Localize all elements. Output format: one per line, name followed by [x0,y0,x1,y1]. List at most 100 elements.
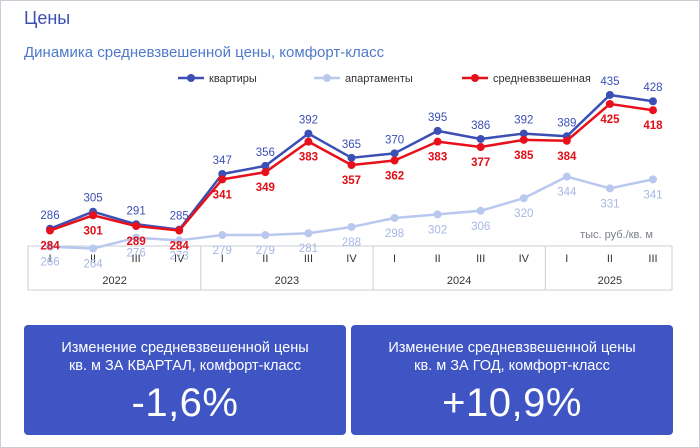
data-label: 273 [170,250,189,262]
page-title: Цены [24,8,71,28]
data-label: 331 [600,198,619,210]
data-point [433,137,442,146]
data-point [304,229,313,238]
x-tick-label: I [565,253,568,265]
data-point [132,233,141,242]
series-квартиры: 286 305 291 285 347 356 392 365 370 395 386 392 389 4… [40,76,663,234]
data-point [390,149,399,158]
data-point [218,231,227,240]
data-label: 349 [256,182,275,194]
data-point [519,194,528,203]
x-tick-label: IV [174,253,185,265]
year-change-label: Изменение средневзвешенной цены кв. м ЗА… [388,340,636,374]
data-label: 395 [428,112,447,124]
data-point [605,99,614,108]
data-point [347,161,356,169]
data-label: 383 [299,152,318,164]
data-point [304,137,313,146]
data-label: 286 [40,210,59,222]
data-label: 435 [600,76,619,88]
year-change-value: +10,9% [442,381,582,425]
data-label: 285 [170,211,189,223]
quarter-change-value: -1,6% [131,381,239,425]
data-point [175,236,184,245]
series-layer: 266 264 276 273 279 279 281 288 298 302 306 320 344 3… [40,76,663,271]
year-change-card: Изменение средневзвешенной цены кв. м ЗА… [351,325,673,435]
data-label: 341 [643,189,662,201]
data-label: 362 [385,171,404,183]
data-label: 428 [643,82,662,94]
data-point [476,206,485,215]
legend-label: квартиры [209,73,257,85]
data-point [89,244,98,253]
data-point [347,222,356,231]
data-label: 320 [514,208,533,220]
data-label: 344 [557,187,577,199]
x-tick-label: II [435,253,441,265]
data-label: 279 [256,245,275,257]
data-label: 356 [256,147,275,159]
data-label: 298 [385,228,404,240]
quarter-change-label: Изменение средневзвешенной цены кв. м ЗА… [61,340,309,374]
data-label: 392 [514,115,533,127]
x-tick-label: I [393,253,396,265]
x-tick-label: II [262,253,268,265]
data-point [46,226,54,235]
data-point [261,161,270,170]
data-point [46,242,54,251]
data-label: 291 [127,205,146,217]
data-point [347,153,356,162]
legend: квартиры апартаменты средневзвешенная [178,73,591,85]
data-label: 365 [342,139,361,151]
legend-label: апартаменты [345,73,413,85]
data-label: 347 [213,155,232,167]
data-label: 264 [83,259,103,271]
data-label: 418 [643,120,663,132]
data-point [390,213,399,222]
x-tick-label: II [90,253,96,265]
year-label: 2023 [275,275,299,287]
data-label: 266 [40,257,59,269]
x-tick-label: I [221,253,224,265]
data-point [433,126,442,135]
data-point [519,135,528,144]
legend-marker [471,74,479,82]
data-label: 357 [342,175,361,187]
data-point [648,97,657,106]
year-label: 2022 [102,275,126,287]
x-tick-label: I [48,253,51,265]
data-point [175,226,184,235]
data-point [218,175,227,184]
data-label: 289 [127,236,146,248]
data-point [519,129,528,138]
year-label: 2024 [447,275,471,287]
data-label: 306 [471,221,490,233]
data-label: 370 [385,134,404,146]
quarter-change-card: Изменение средневзвешенной цены кв. м ЗА… [24,325,346,435]
data-label: 284 [170,241,190,253]
data-label: 385 [514,150,534,162]
data-point [562,136,571,145]
data-point [476,143,485,152]
series-апартаменты: 266 264 276 273 279 279 281 288 298 302 306 320 344 3… [40,172,663,271]
data-label: 384 [557,151,577,163]
legend-marker [323,74,331,82]
data-point [605,90,614,99]
x-tick-label: III [304,253,313,265]
x-tick-label: IV [346,253,357,265]
data-label: 281 [299,243,318,255]
data-label: 377 [471,157,490,169]
series-средневзвешенная: 284 301 289 284 341 349 383 357 362 383 377 385 384 4… [40,99,663,253]
data-point [132,222,141,231]
data-point [605,184,614,193]
x-tick-label: III [648,253,657,265]
data-point [261,168,270,177]
data-point [89,211,98,220]
data-point [476,134,485,143]
x-tick-label: III [476,253,485,265]
data-point [433,210,442,219]
data-point [648,175,657,184]
data-label: 302 [428,224,447,236]
data-label: 389 [557,117,576,129]
